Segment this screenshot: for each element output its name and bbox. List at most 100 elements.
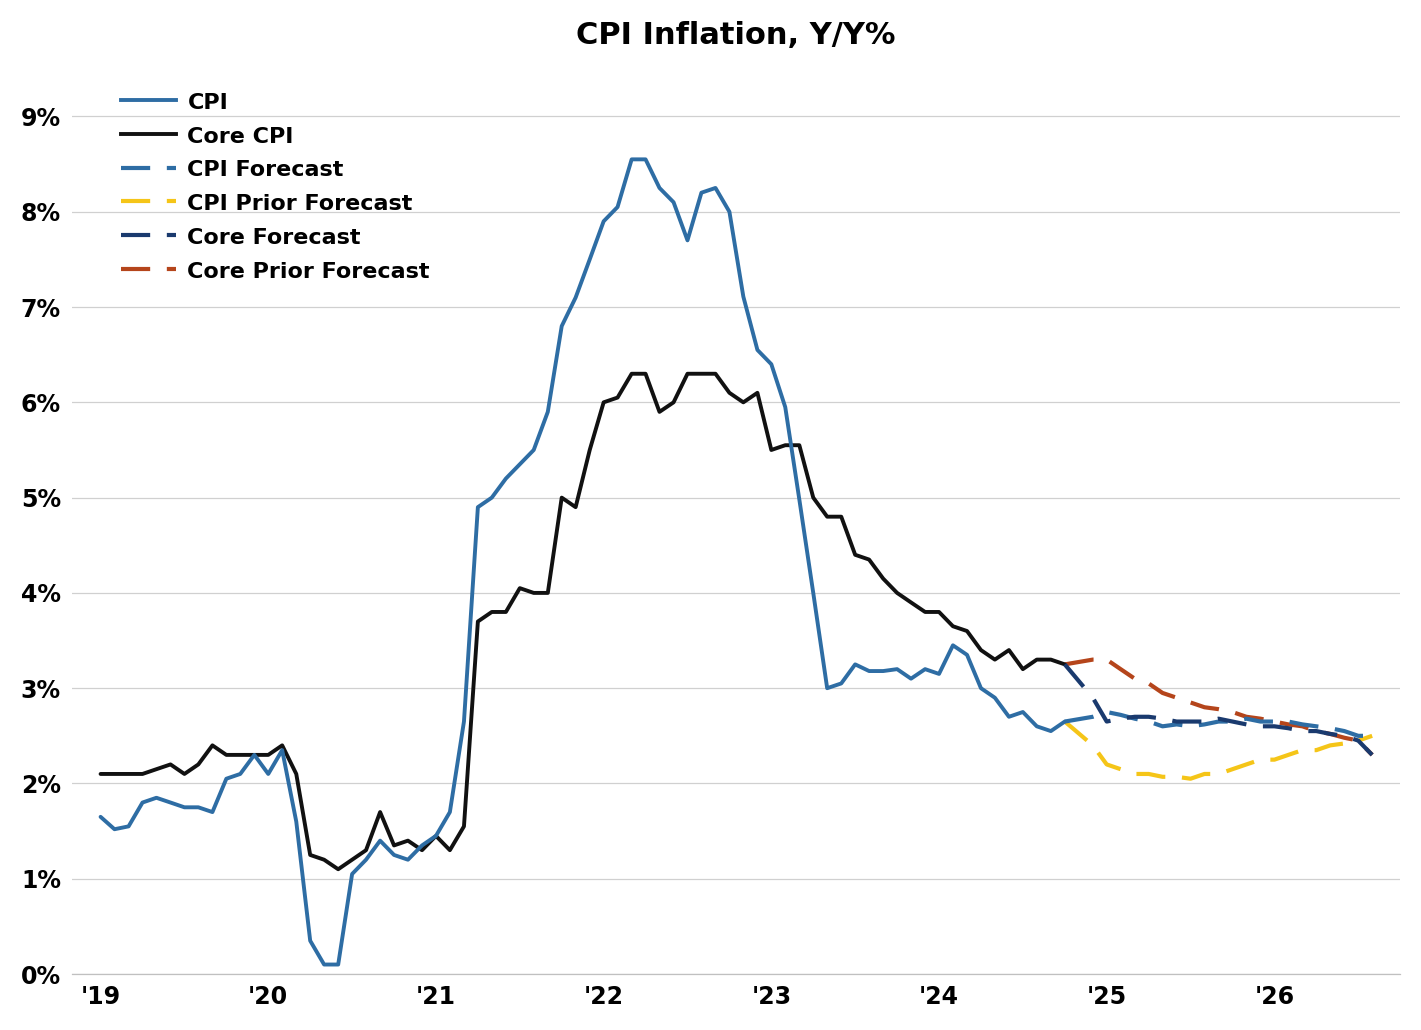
Title: CPI Inflation, Y/Y%: CPI Inflation, Y/Y%: [577, 21, 895, 49]
Core Prior Forecast: [1196, 701, 1214, 714]
Core Forecast: [1238, 718, 1255, 730]
CPI Prior Forecast: [1168, 770, 1185, 783]
Core Forecast: [1182, 716, 1199, 728]
CPI Prior Forecast: [1252, 754, 1269, 766]
Core Forecast: [1196, 716, 1214, 728]
Core CPI: [92, 767, 109, 780]
Core CPI: [330, 863, 347, 876]
CPI Forecast: [1211, 716, 1228, 728]
Core Forecast: [1140, 711, 1157, 723]
CPI Forecast: [1098, 706, 1115, 718]
Core Forecast: [1127, 711, 1144, 723]
CPI Prior Forecast: [1196, 767, 1214, 780]
CPI Forecast: [1127, 713, 1144, 725]
CPI Prior Forecast: [1211, 767, 1228, 780]
Core Forecast: [1322, 728, 1339, 741]
Core CPI: [945, 620, 962, 632]
Core Prior Forecast: [1364, 749, 1381, 761]
CPI Forecast: [1336, 725, 1353, 737]
CPI Prior Forecast: [1266, 754, 1283, 766]
CPI Prior Forecast: [1084, 740, 1101, 752]
Core Prior Forecast: [1098, 653, 1115, 665]
CPI Forecast: [1322, 722, 1339, 734]
Core Forecast: [1154, 713, 1171, 725]
Core Prior Forecast: [1295, 720, 1312, 732]
CPI Prior Forecast: [1322, 740, 1339, 752]
Core CPI: [1056, 658, 1073, 671]
Line: Core CPI: Core CPI: [101, 374, 1064, 869]
Core Prior Forecast: [1056, 658, 1073, 671]
CPI Prior Forecast: [1295, 744, 1312, 756]
CPI Prior Forecast: [1223, 763, 1241, 776]
Core Prior Forecast: [1280, 718, 1297, 730]
Core Prior Forecast: [1266, 716, 1283, 728]
Core Forecast: [1223, 716, 1241, 728]
CPI Forecast: [1280, 716, 1297, 728]
CPI Prior Forecast: [1280, 749, 1297, 761]
CPI Prior Forecast: [1127, 767, 1144, 780]
Core Forecast: [1113, 713, 1130, 725]
CPI Prior Forecast: [1140, 767, 1157, 780]
Core CPI: [217, 749, 234, 761]
Core Forecast: [1280, 722, 1297, 734]
CPI Prior Forecast: [1336, 737, 1353, 750]
Core Prior Forecast: [1127, 673, 1144, 685]
CPI: [512, 458, 529, 471]
Line: Core Forecast: Core Forecast: [1064, 664, 1373, 755]
CPI Forecast: [1252, 716, 1269, 728]
CPI Prior Forecast: [1056, 716, 1073, 728]
CPI Forecast: [1223, 716, 1241, 728]
CPI Forecast: [1168, 718, 1185, 730]
CPI Forecast: [1295, 718, 1312, 730]
CPI: [624, 153, 641, 166]
CPI Prior Forecast: [1364, 729, 1381, 742]
Core Prior Forecast: [1211, 703, 1228, 716]
CPI: [330, 958, 347, 970]
CPI: [92, 811, 109, 823]
CPI Forecast: [1084, 711, 1101, 723]
Line: Core Prior Forecast: Core Prior Forecast: [1064, 659, 1373, 755]
Core Prior Forecast: [1168, 691, 1185, 703]
Core Forecast: [1211, 713, 1228, 725]
CPI Forecast: [1350, 729, 1367, 742]
CPI Prior Forecast: [1307, 744, 1324, 756]
Core CPI: [651, 406, 668, 418]
Core Prior Forecast: [1084, 653, 1101, 665]
Core Forecast: [1364, 749, 1381, 761]
Core Prior Forecast: [1238, 711, 1255, 723]
Line: CPI Forecast: CPI Forecast: [1064, 712, 1373, 735]
Core Forecast: [1266, 720, 1283, 732]
CPI Prior Forecast: [1098, 758, 1115, 770]
Core Forecast: [1056, 658, 1073, 671]
CPI Forecast: [1196, 718, 1214, 730]
CPI Prior Forecast: [1182, 772, 1199, 785]
Line: CPI Prior Forecast: CPI Prior Forecast: [1064, 722, 1373, 779]
Core Prior Forecast: [1252, 713, 1269, 725]
Core Forecast: [1307, 725, 1324, 737]
CPI Forecast: [1154, 720, 1171, 732]
CPI Forecast: [1238, 713, 1255, 725]
Core Prior Forecast: [1154, 687, 1171, 699]
Core Prior Forecast: [1350, 734, 1367, 747]
Legend: CPI, Core CPI, CPI Forecast, CPI Prior Forecast, Core Forecast, Core Prior Forec: CPI, Core CPI, CPI Forecast, CPI Prior F…: [112, 82, 439, 290]
Core Prior Forecast: [1307, 725, 1324, 737]
Line: CPI: CPI: [101, 160, 1064, 964]
Core CPI: [624, 368, 641, 380]
Core Prior Forecast: [1113, 663, 1130, 676]
CPI Prior Forecast: [1113, 763, 1130, 776]
CPI Forecast: [1307, 720, 1324, 732]
CPI: [217, 772, 234, 785]
Core Prior Forecast: [1336, 731, 1353, 744]
CPI Prior Forecast: [1238, 758, 1255, 770]
Core CPI: [315, 854, 333, 866]
CPI Forecast: [1266, 716, 1283, 728]
Core Forecast: [1098, 716, 1115, 728]
Core Forecast: [1084, 691, 1101, 703]
CPI Prior Forecast: [1350, 734, 1367, 747]
CPI: [945, 640, 962, 652]
Core Prior Forecast: [1322, 728, 1339, 741]
CPI Forecast: [1140, 716, 1157, 728]
Core Prior Forecast: [1140, 678, 1157, 690]
Core Forecast: [1295, 725, 1312, 737]
Core Forecast: [1168, 716, 1185, 728]
